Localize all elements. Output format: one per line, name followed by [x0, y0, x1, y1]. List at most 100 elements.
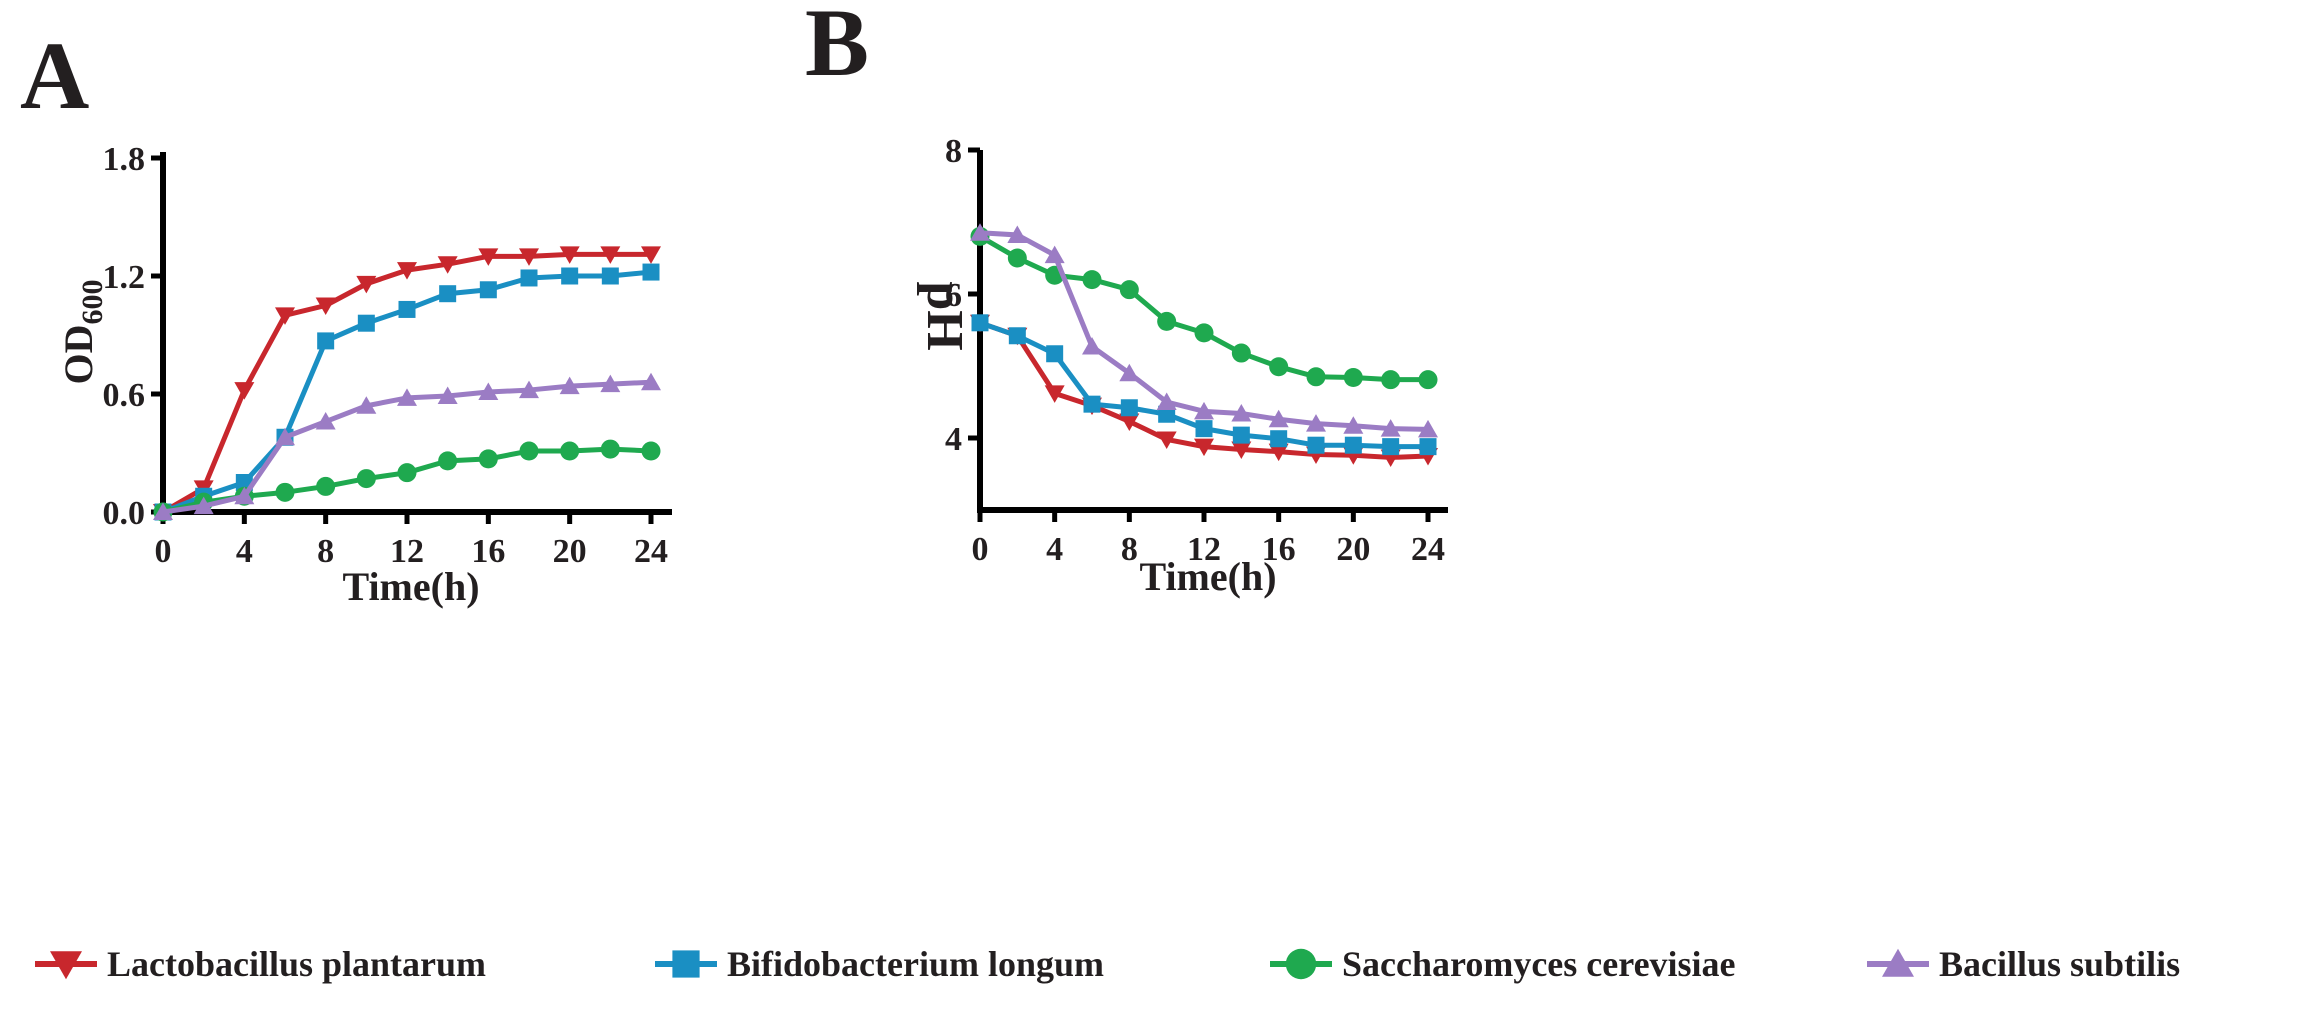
- panel-a-point-saccharomyces-cerevisiae: [316, 476, 336, 496]
- panel-b-series-group: [970, 223, 1438, 467]
- panel-b-point-saccharomyces-cerevisiae: [1343, 368, 1363, 388]
- panel-b-x-tick-label: 20: [1336, 531, 1370, 568]
- panel-b-series-bifidobacterium-longum: [971, 314, 1437, 456]
- panel-b-point-saccharomyces-cerevisiae: [1381, 370, 1401, 390]
- panel-a-point-lactobacillus-plantarum: [600, 246, 621, 264]
- panel-a-point-saccharomyces-cerevisiae: [397, 463, 417, 483]
- panel-a-y-tick-label: 0.6: [103, 377, 146, 414]
- panel-b-point-bacillus-subtilis: [1194, 401, 1214, 420]
- panel-a-point-saccharomyces-cerevisiae: [519, 441, 539, 461]
- panel-a-series-lactobacillus-plantarum: [153, 246, 661, 522]
- panel-b-y-tick-label: 4: [945, 421, 962, 458]
- panel-b-point-lactobacillus-plantarum: [1156, 431, 1177, 449]
- legend-item-bacillus-subtilis: Bacillus subtilis: [1867, 944, 2180, 984]
- panel-b-point-bifidobacterium-longum: [1083, 395, 1101, 413]
- panel-b-point-bacillus-subtilis: [1418, 419, 1438, 438]
- panel-b-point-bacillus-subtilis: [1007, 225, 1028, 243]
- panel-a-point-bacillus-subtilis: [234, 486, 255, 505]
- panel-b-point-saccharomyces-cerevisiae: [1082, 270, 1102, 290]
- panel-a-point-lactobacillus-plantarum: [315, 297, 336, 315]
- panel-b-point-bifidobacterium-longum: [1419, 438, 1437, 456]
- panel-b-point-lactobacillus-plantarum: [1194, 438, 1214, 457]
- panel-a-point-bifidobacterium-longum: [601, 267, 619, 285]
- panel-a-point-saccharomyces-cerevisiae: [438, 451, 458, 471]
- panel-a-point-saccharomyces-cerevisiae: [275, 482, 295, 502]
- panel-a-y-tick-label: 1.2: [103, 259, 146, 296]
- panel-b-point-bifidobacterium-longum: [971, 314, 989, 332]
- panel-a-point-lactobacillus-plantarum: [519, 248, 539, 266]
- panel-a-point-saccharomyces-cerevisiae: [356, 469, 376, 489]
- panel-b-point-bacillus-subtilis: [1380, 419, 1401, 437]
- panel-b-point-bifidobacterium-longum: [1307, 436, 1325, 454]
- panel-a-y-title-sub: 600: [76, 280, 109, 325]
- panel-a-x-tick-label: 16: [471, 533, 505, 570]
- panel-b-x-axis-title: Time(h): [1139, 554, 1276, 599]
- panel-a-point-saccharomyces-cerevisiae: [560, 441, 580, 461]
- panel-b-point-lactobacillus-plantarum: [1119, 413, 1140, 431]
- panel-b-point-bifidobacterium-longum: [1232, 426, 1250, 444]
- panel-b-x-tick-label: 4: [1046, 531, 1063, 568]
- panel-b-x-tick-label: 16: [1262, 531, 1296, 568]
- panel-b-y-axis-title: pH: [916, 281, 973, 350]
- panel-a-series-group: [153, 246, 661, 522]
- panel-a-point-bacillus-subtilis: [275, 427, 295, 446]
- panel-a-point-saccharomyces-cerevisiae: [641, 441, 661, 461]
- panel-a-point-lactobacillus-plantarum: [356, 275, 377, 294]
- panel-b-point-bacillus-subtilis: [1306, 414, 1326, 432]
- panel-b-point-saccharomyces-cerevisiae: [1194, 323, 1214, 343]
- panel-a-point-bifidobacterium-longum: [439, 285, 457, 303]
- panel-a-point-bacillus-subtilis: [397, 388, 417, 406]
- panel-a-point-bifidobacterium-longum: [398, 300, 416, 318]
- panel-a-x-tick-label: 24: [634, 533, 668, 570]
- panel-b-point-saccharomyces-cerevisiae: [1306, 367, 1326, 387]
- panel-b-point-bacillus-subtilis: [1044, 245, 1065, 264]
- panel-b-point-bifidobacterium-longum: [1344, 436, 1362, 454]
- panel-b-point-saccharomyces-cerevisiae: [1418, 370, 1438, 390]
- panel-b-point-bifidobacterium-longum: [1195, 420, 1213, 438]
- legend-label: Bifidobacterium longum: [727, 944, 1104, 984]
- legend-item-saccharomyces-cerevisiae: Saccharomyces cerevisiae: [1270, 944, 1736, 984]
- panel-a-x-tick-label: 0: [155, 533, 172, 570]
- panel-a-point-lactobacillus-plantarum: [437, 256, 458, 274]
- panel-a-point-saccharomyces-cerevisiae: [600, 439, 620, 459]
- panel-b-point-saccharomyces-cerevisiae: [1119, 280, 1139, 300]
- panel-a-y-tick-label: 1.8: [103, 141, 146, 178]
- panel-b-point-bacillus-subtilis: [970, 223, 990, 241]
- legend: Lactobacillus plantarum Bifidobacterium l…: [35, 944, 2180, 984]
- panel-a-y-tick-label: 0.0: [103, 495, 146, 532]
- panel-a-point-bacillus-subtilis: [641, 372, 661, 391]
- panel-a-point-lactobacillus-plantarum: [275, 307, 295, 325]
- panel-a-point-lactobacillus-plantarum: [478, 248, 499, 266]
- panel-b-point-bifidobacterium-longum: [1120, 399, 1138, 417]
- panel-b-x-tick-label: 24: [1411, 531, 1445, 568]
- panel-a-x-tick-label: 12: [390, 533, 424, 570]
- panel-b-x-tick-label: 12: [1187, 531, 1221, 568]
- panel-a-point-bifidobacterium-longum: [357, 314, 375, 332]
- legend-swatch-marker: [50, 951, 82, 980]
- panel-a-point-bacillus-subtilis: [153, 502, 173, 520]
- panel-a-point-bifidobacterium-longum: [642, 263, 660, 281]
- panel-a-point-bacillus-subtilis: [437, 386, 458, 404]
- panel-a-point-bacillus-subtilis: [600, 374, 621, 393]
- panel-a-point-bacillus-subtilis: [193, 496, 214, 515]
- panel-a-x-tick-label: 4: [236, 533, 253, 570]
- panel-a-label: A: [20, 22, 89, 129]
- panel-a-point-lactobacillus-plantarum: [234, 382, 255, 400]
- panel-b-x-tick-label: 0: [972, 531, 989, 568]
- panel-b-point-saccharomyces-cerevisiae: [1007, 248, 1027, 268]
- panel-a-point-bacillus-subtilis: [356, 396, 377, 414]
- panel-b-x-tick-label: 8: [1121, 531, 1138, 568]
- panel-b-point-saccharomyces-cerevisiae: [1269, 357, 1289, 377]
- panel-b-y-tick-label: 6: [945, 277, 962, 314]
- panel-a-x-tick-label: 8: [317, 533, 334, 570]
- panel-a-x-axis-title: Time(h): [342, 564, 479, 609]
- legend-label: Bacillus subtilis: [1939, 944, 2180, 984]
- panel-b-series-bacillus-subtilis: [970, 223, 1438, 438]
- legend-label: Lactobacillus plantarum: [107, 944, 486, 984]
- panel-b-point-lactobacillus-plantarum: [1268, 443, 1289, 462]
- panel-b-point-saccharomyces-cerevisiae: [1157, 311, 1177, 331]
- panel-a-ticks: 0 4 8 12 16 20 24 0.0 0.6 1.2 1.8: [103, 141, 669, 570]
- panel-b-point-bacillus-subtilis: [1156, 392, 1177, 410]
